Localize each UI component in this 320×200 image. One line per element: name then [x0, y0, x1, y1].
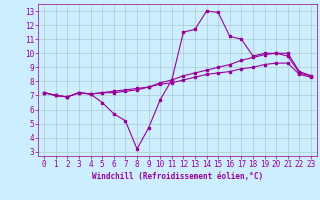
X-axis label: Windchill (Refroidissement éolien,°C): Windchill (Refroidissement éolien,°C) [92, 172, 263, 181]
